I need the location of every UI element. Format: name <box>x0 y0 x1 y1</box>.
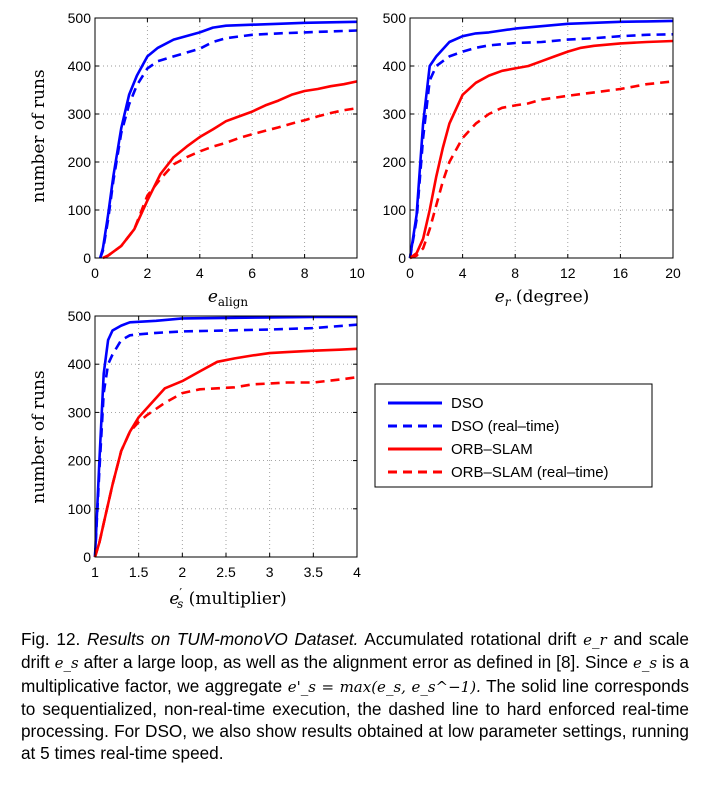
x-tick-label: 0 <box>91 265 99 281</box>
x-tick-label: 1.5 <box>129 564 149 580</box>
x-tick-label: 16 <box>613 265 629 281</box>
plot-3: 1 1.5 2 2.5 3 3.5 4 0 100 200 300 400 500 <box>68 308 361 580</box>
x-tick-label: 12 <box>560 265 576 281</box>
x-tick-label: 20 <box>665 265 681 281</box>
y-tick-label: 500 <box>383 10 407 26</box>
x-tick-label: 8 <box>511 265 519 281</box>
xlabel-plot3: e′ s (multiplier) <box>169 586 286 611</box>
plot-1-background <box>95 18 357 258</box>
series-line-dso-real-time <box>408 33 674 259</box>
ylabel-plot1: number of runs <box>29 69 49 202</box>
plot-2-frame <box>409 17 674 259</box>
caption-title: Results on TUM-monoVO Dataset. <box>87 629 359 649</box>
x-tick-label: 2 <box>144 265 152 281</box>
caption-text-4: is a multiplicative factor, we aggregate <box>21 652 689 696</box>
caption-math-er: e_r <box>583 631 607 649</box>
caption-text-1: Accumulated rotational drift <box>364 629 577 649</box>
y-tick-label: 400 <box>383 58 407 74</box>
caption-math-es: e_s <box>54 654 79 673</box>
y-tick-label: 100 <box>68 501 92 517</box>
y-tick-label: 100 <box>383 202 407 218</box>
legend-label-orb-rt: ORB–SLAM (real–time) <box>451 464 609 481</box>
x-tick-label: 2 <box>178 564 186 580</box>
x-tick-label: 1 <box>91 564 99 580</box>
x-tick-label: 8 <box>301 265 309 281</box>
y-tick-label: 500 <box>68 10 92 26</box>
series-line-orb-slam <box>93 347 358 558</box>
legend-label-orb: ORB–SLAM <box>451 441 533 458</box>
series-line-orb-slam-real-time <box>93 375 358 558</box>
y-tick-label: 0 <box>83 549 91 565</box>
legend: DSO DSO (real–time) ORB–SLAM ORB–SLAM (r… <box>374 383 653 488</box>
y-tick-label: 200 <box>383 154 407 170</box>
x-tick-label: 4 <box>459 265 467 281</box>
x-tick-label: 4 <box>196 265 204 281</box>
y-tick-label: 300 <box>383 106 407 122</box>
caption-label: Fig. 12. <box>21 629 81 649</box>
x-tick-label: 0 <box>406 265 414 281</box>
series-line-dso <box>93 315 357 558</box>
x-tick-label: 6 <box>248 265 256 281</box>
x-tick-label: 2.5 <box>216 564 236 580</box>
series-line-orb-slam <box>409 39 674 260</box>
legend-label-dso: DSO <box>451 395 484 412</box>
y-tick-label: 200 <box>68 154 92 170</box>
caption-math-formula: e'_s = max(e_s, e_s^−1). <box>287 677 481 696</box>
caption-text-2: and scale drift <box>21 629 689 673</box>
series-line-orb-slam-real-time <box>409 80 674 260</box>
y-tick-label: 500 <box>68 308 92 324</box>
x-tick-label: 3.5 <box>304 564 324 580</box>
plot-1-frame <box>94 17 358 259</box>
x-tick-label: 10 <box>349 265 365 281</box>
figure-caption: Fig. 12. Results on TUM-monoVO Dataset. … <box>21 628 689 765</box>
caption-math-es-2: e_s <box>633 654 658 673</box>
series-line-dso-real-time <box>98 29 358 259</box>
x-tick-label: 3 <box>266 564 274 580</box>
y-tick-label: 300 <box>68 106 92 122</box>
y-tick-label: 0 <box>83 250 91 266</box>
y-tick-label: 400 <box>68 356 92 372</box>
ylabel-plot3: number of runs <box>29 370 49 503</box>
y-tick-label: 300 <box>68 404 92 420</box>
caption-text-3: after a large loop, as well as the align… <box>83 652 629 673</box>
xlabel-plot2: er (degree) <box>495 287 590 309</box>
legend-label-dso-rt: DSO (real–time) <box>451 418 559 435</box>
y-tick-label: 200 <box>68 453 92 469</box>
series-line-dso-real-time <box>93 323 358 558</box>
caption-text-5: The solid line corresponds to sequential… <box>21 675 689 764</box>
y-tick-label: 100 <box>68 202 92 218</box>
legend-box <box>374 383 653 488</box>
x-tick-label: 4 <box>353 564 361 580</box>
plot-2-background <box>410 18 673 258</box>
series-line-dso <box>408 19 674 259</box>
xlabel-plot1: ealign <box>208 287 249 309</box>
y-tick-label: 0 <box>398 250 406 266</box>
y-tick-label: 400 <box>68 58 92 74</box>
